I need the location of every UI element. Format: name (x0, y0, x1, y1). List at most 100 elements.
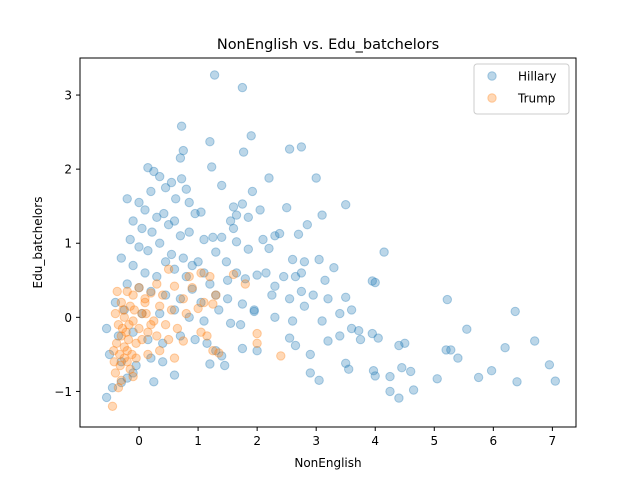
data-point (235, 320, 246, 330)
series-trump (107, 264, 286, 411)
data-point (152, 279, 162, 289)
data-point (172, 323, 183, 334)
data-point (181, 271, 192, 282)
data-point (160, 257, 171, 267)
data-point (379, 247, 389, 257)
data-point (124, 320, 134, 330)
data-point (240, 279, 251, 289)
data-point (169, 370, 180, 380)
data-point (143, 246, 153, 256)
data-point (143, 349, 153, 360)
data-point (279, 271, 289, 282)
data-point (166, 177, 177, 188)
data-point (141, 308, 151, 319)
x-tick-label: 0 (135, 434, 143, 448)
data-point (249, 306, 259, 317)
data-point (290, 271, 301, 282)
data-point (155, 238, 165, 248)
x-tick-label: 2 (253, 434, 261, 448)
data-point (158, 357, 168, 367)
data-point (237, 299, 248, 309)
x-tick-label: 1 (194, 434, 202, 448)
data-point (158, 290, 168, 300)
data-point (287, 316, 298, 326)
data-point (261, 268, 271, 278)
x-tick-label: 7 (549, 434, 557, 448)
data-point (113, 331, 124, 341)
legend-marker (487, 71, 497, 81)
data-point (217, 180, 227, 191)
series-hillary (101, 70, 560, 403)
data-point (166, 305, 177, 315)
data-point (110, 297, 121, 308)
legend-marker (487, 93, 497, 103)
data-point (114, 349, 125, 360)
data-point (163, 334, 174, 345)
data-point (225, 216, 236, 226)
data-point (320, 275, 330, 285)
data-point (211, 290, 221, 300)
data-point (131, 360, 141, 371)
data-point (175, 153, 186, 163)
data-point (293, 229, 304, 240)
data-point (368, 366, 379, 376)
data-point (211, 346, 221, 356)
data-point (208, 299, 218, 309)
data-point (323, 336, 333, 346)
data-point (122, 373, 132, 383)
data-point (199, 297, 209, 308)
data-point (225, 318, 236, 328)
data-point (335, 331, 345, 341)
data-point (394, 340, 404, 351)
data-point (137, 308, 147, 319)
x-axis: 0 1 2 3 4 5 6 7 (135, 427, 556, 448)
data-point (406, 366, 416, 377)
data-point (184, 197, 194, 208)
data-point (175, 331, 186, 341)
data-point (317, 316, 327, 326)
data-point (129, 305, 140, 315)
data-point (127, 349, 137, 360)
data-point (159, 208, 169, 219)
data-point (147, 227, 157, 237)
data-point (116, 377, 127, 388)
data-point (208, 232, 218, 243)
data-point (274, 228, 285, 239)
data-point (373, 333, 383, 343)
data-point (264, 243, 274, 254)
data-point (178, 336, 189, 346)
data-point (107, 383, 118, 393)
data-point (544, 360, 555, 370)
data-point (184, 227, 194, 237)
x-tick-label: 6 (490, 434, 498, 448)
y-tick-label: 1 (64, 237, 72, 251)
data-point (196, 327, 206, 337)
data-point (284, 294, 295, 304)
data-point (111, 338, 122, 348)
data-point (155, 301, 165, 311)
data-point (193, 257, 203, 267)
data-point (178, 294, 189, 304)
data-point (178, 145, 189, 156)
legend-label: Trump (517, 92, 555, 106)
data-point (453, 353, 463, 363)
data-point (462, 324, 472, 334)
data-point (125, 364, 135, 374)
data-point (146, 288, 156, 298)
data-point (341, 292, 351, 302)
data-point (149, 316, 159, 326)
data-point (155, 346, 165, 356)
data-point (143, 334, 153, 345)
data-point (175, 231, 186, 241)
data-point (354, 326, 364, 336)
data-point (214, 348, 224, 358)
data-point (305, 368, 315, 378)
data-point (367, 328, 377, 339)
data-point (160, 290, 171, 300)
data-point (101, 323, 112, 334)
data-point (214, 305, 224, 315)
data-point (155, 308, 165, 319)
data-point (134, 242, 144, 252)
data-point (249, 305, 259, 315)
data-point (240, 274, 251, 284)
